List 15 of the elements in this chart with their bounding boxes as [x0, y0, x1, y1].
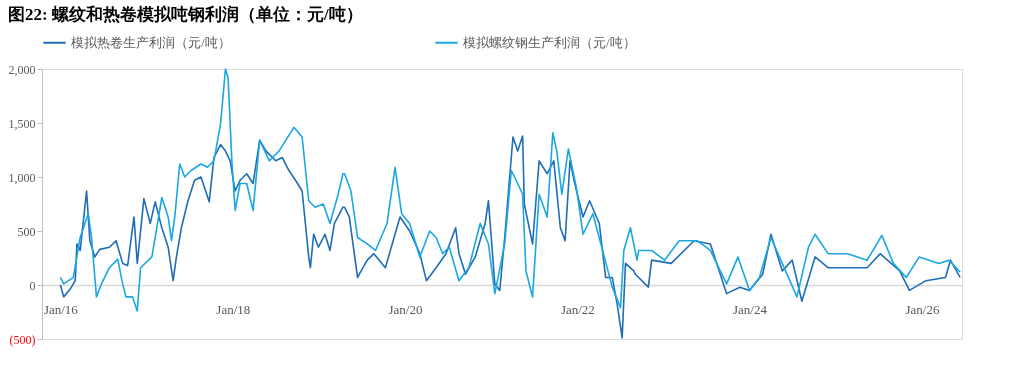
x-tick-label: Jan/24 — [733, 301, 768, 317]
y-tick-label: (500) — [9, 332, 36, 347]
y-tick-label: 2,000 — [8, 62, 36, 77]
x-tick-label: Jan/20 — [388, 301, 423, 317]
x-tick-label: Jan/16 — [43, 301, 79, 317]
y-tick-label: 1,500 — [8, 116, 36, 131]
y-tick-label: 0 — [29, 278, 36, 293]
chart-title: 图22: 螺纹和热卷模拟吨钢利润（单位：元/吨） — [8, 5, 363, 24]
x-tick-label: Jan/22 — [560, 301, 595, 317]
legend-label: 模拟热卷生产利润（元/吨） — [71, 34, 231, 50]
x-tick-label: Jan/26 — [905, 301, 940, 317]
y-tick-label: 1,000 — [8, 170, 36, 185]
legend-label: 模拟螺纹钢生产利润（元/吨） — [463, 34, 636, 50]
y-tick-label: 500 — [17, 224, 36, 239]
x-tick-label: Jan/18 — [216, 301, 251, 317]
